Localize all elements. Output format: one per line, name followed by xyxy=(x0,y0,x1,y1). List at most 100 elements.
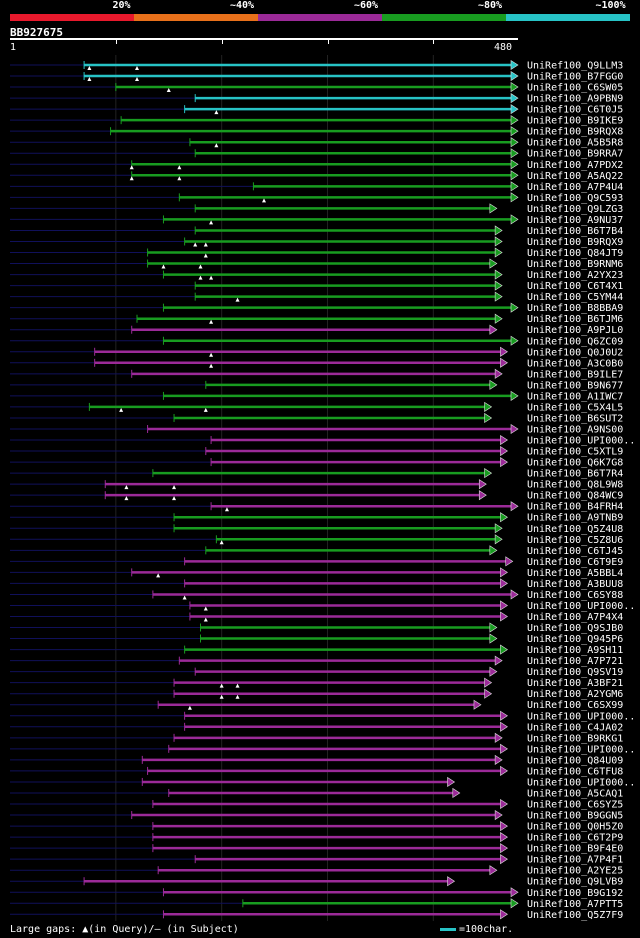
hit-row[interactable]: UniRef100_Q9LVB9 xyxy=(10,876,623,888)
hit-name[interactable]: UniRef100_C6T2P9 xyxy=(527,833,623,844)
hit-name[interactable]: UniRef100_Q84JT9 xyxy=(527,248,623,259)
hit-name[interactable]: UniRef100_B9IKE9 xyxy=(527,116,623,127)
hit-row[interactable]: UniRef100_B9N677 xyxy=(10,379,623,391)
hit-row[interactable]: UniRef100_Q84JT9 xyxy=(10,247,623,259)
hit-name[interactable]: UniRef100_Q84U09 xyxy=(527,755,623,766)
hit-name[interactable]: UniRef100_Q9SV19 xyxy=(527,667,623,678)
hit-row[interactable]: UniRef100_A1IWC7 xyxy=(10,390,623,402)
hit-row[interactable]: UniRef100_Q9C593 xyxy=(10,192,623,204)
hit-name[interactable]: UniRef100_UPI000.. xyxy=(527,744,635,755)
hit-name[interactable]: UniRef100_Q9SJB0 xyxy=(527,623,623,634)
hit-row[interactable]: UniRef100_B9RQX9 xyxy=(10,236,623,248)
hit-name[interactable]: UniRef100_Q945P6 xyxy=(527,634,623,645)
hit-name[interactable]: UniRef100_A5BBL4 xyxy=(527,568,623,579)
hit-name[interactable]: UniRef100_B9G192 xyxy=(527,888,623,899)
hit-name[interactable]: UniRef100_B6TJM6 xyxy=(527,314,623,325)
hit-row[interactable]: UniRef100_A9SH11 xyxy=(10,644,623,656)
hit-row[interactable]: UniRef100_A7PDX2 xyxy=(10,159,623,171)
hit-name[interactable]: UniRef100_B9RNM6 xyxy=(527,259,623,270)
hit-name[interactable]: UniRef100_C6SW05 xyxy=(527,83,623,94)
hit-name[interactable]: UniRef100_A5B5R8 xyxy=(527,138,623,149)
hit-row[interactable]: UniRef100_A7P4X4 xyxy=(10,611,623,623)
hit-row[interactable]: UniRef100_Q945P6 xyxy=(10,633,623,645)
hit-name[interactable]: UniRef100_C6T4X1 xyxy=(527,281,623,292)
hit-name[interactable]: UniRef100_Q0H5Z0 xyxy=(527,822,623,833)
hit-row[interactable]: UniRef100_UPI000.. xyxy=(10,776,635,788)
hit-row[interactable]: UniRef100_A9PBN9 xyxy=(10,93,623,105)
hit-row[interactable]: UniRef100_C4JA02 xyxy=(10,721,623,733)
hit-row[interactable]: UniRef100_B6TJM6 xyxy=(10,313,623,325)
hit-row[interactable]: UniRef100_Q6ZC09 xyxy=(10,335,623,347)
hit-name[interactable]: UniRef100_C6T0J5 xyxy=(527,105,623,116)
hit-row[interactable]: UniRef100_A2YGM6 xyxy=(10,688,623,700)
hit-row[interactable]: UniRef100_C5X4L5 xyxy=(10,401,623,413)
hit-name[interactable]: UniRef100_C6SX99 xyxy=(527,700,623,711)
hit-row[interactable]: UniRef100_Q8L9W8 xyxy=(10,479,623,491)
hit-row[interactable]: UniRef100_UPI000.. xyxy=(10,600,635,612)
hit-row[interactable]: UniRef100_A5BBL4 xyxy=(10,567,623,579)
hit-name[interactable]: UniRef100_A5CAQ1 xyxy=(527,788,623,799)
hit-row[interactable]: UniRef100_C6T9E9 xyxy=(10,556,623,568)
hit-row[interactable]: UniRef100_A2YX23 xyxy=(10,269,623,281)
hit-row[interactable]: UniRef100_UPI000.. xyxy=(10,743,635,755)
hit-name[interactable]: UniRef100_Q0J0U2 xyxy=(527,347,623,358)
hit-name[interactable]: UniRef100_A7P721 xyxy=(527,656,623,667)
hit-row[interactable]: UniRef100_A3C0B0 xyxy=(10,357,623,369)
hit-name[interactable]: UniRef100_A3BUU8 xyxy=(527,579,623,590)
hit-row[interactable]: UniRef100_B9RKG1 xyxy=(10,732,623,744)
hit-row[interactable]: UniRef100_A7P4F1 xyxy=(10,854,623,866)
hit-row[interactable]: UniRef100_Q9SJB0 xyxy=(10,622,623,634)
hit-row[interactable]: UniRef100_UPI000.. xyxy=(10,434,635,447)
hit-name[interactable]: UniRef100_A3BF21 xyxy=(527,678,623,689)
hit-row[interactable]: UniRef100_C5Z8U6 xyxy=(10,534,623,546)
hit-row[interactable]: UniRef100_A7P4U4 xyxy=(10,181,623,193)
hit-name[interactable]: UniRef100_B9RQX9 xyxy=(527,237,623,248)
hit-name[interactable]: UniRef100_Q8L9W8 xyxy=(527,480,623,491)
hit-row[interactable]: UniRef100_B6SUT2 xyxy=(10,412,623,424)
hit-name[interactable]: UniRef100_Q9LZG3 xyxy=(527,204,623,215)
hit-name[interactable]: UniRef100_C4JA02 xyxy=(527,722,623,733)
hit-name[interactable]: UniRef100_A9NU37 xyxy=(527,215,623,226)
hit-row[interactable]: UniRef100_A9TNB9 xyxy=(10,512,623,524)
hit-row[interactable]: UniRef100_Q9SV19 xyxy=(10,666,623,678)
hit-name[interactable]: UniRef100_A9PBN9 xyxy=(527,94,623,105)
hit-name[interactable]: UniRef100_A1IWC7 xyxy=(527,391,623,402)
hit-row[interactable]: UniRef100_B7FGG0 xyxy=(10,70,623,83)
hit-name[interactable]: UniRef100_B9ILE7 xyxy=(527,369,623,380)
hit-row[interactable]: UniRef100_B9RNM6 xyxy=(10,258,623,270)
hit-row[interactable]: UniRef100_Q6K7G8 xyxy=(10,457,623,469)
hit-name[interactable]: UniRef100_B9GGN5 xyxy=(527,811,623,822)
hit-name[interactable]: UniRef100_Q5Z7F9 xyxy=(527,910,623,921)
hit-name[interactable]: UniRef100_B6T7B4 xyxy=(527,226,623,237)
hit-name[interactable]: UniRef100_A9TNB9 xyxy=(527,513,623,524)
hit-name[interactable]: UniRef100_B9RKG1 xyxy=(527,733,623,744)
hit-name[interactable]: UniRef100_A7P4X4 xyxy=(527,612,623,623)
hit-row[interactable]: UniRef100_C6SW05 xyxy=(10,82,623,94)
hit-name[interactable]: UniRef100_B7FGG0 xyxy=(527,72,623,83)
hit-name[interactable]: UniRef100_Q5Z4U8 xyxy=(527,524,623,535)
hit-name[interactable]: UniRef100_C5XTL9 xyxy=(527,447,623,458)
hit-row[interactable]: UniRef100_A7PTT5 xyxy=(10,898,623,910)
hit-name[interactable]: UniRef100_C6SYZ5 xyxy=(527,800,623,811)
hit-name[interactable]: UniRef100_C6TJ45 xyxy=(527,546,623,557)
hit-name[interactable]: UniRef100_A2YX23 xyxy=(527,270,623,281)
hit-row[interactable]: UniRef100_A9NS00 xyxy=(10,423,623,435)
hit-name[interactable]: UniRef100_A9NS00 xyxy=(527,424,623,435)
hit-name[interactable]: UniRef100_A9SH11 xyxy=(527,645,623,656)
hit-row[interactable]: UniRef100_C5XTL9 xyxy=(10,446,623,458)
hit-row[interactable]: UniRef100_B9RQX8 xyxy=(10,126,623,138)
hit-name[interactable]: UniRef100_Q9LVB9 xyxy=(527,877,623,888)
hit-name[interactable]: UniRef100_C6SY88 xyxy=(527,590,623,601)
hit-row[interactable]: UniRef100_C6T2P9 xyxy=(10,832,623,844)
hit-name[interactable]: UniRef100_B9RQX8 xyxy=(527,127,623,138)
hit-name[interactable]: UniRef100_UPI000.. xyxy=(527,777,635,788)
hit-name[interactable]: UniRef100_B6SUT2 xyxy=(527,413,623,424)
hit-row[interactable]: UniRef100_B6T7B4 xyxy=(10,225,623,237)
hit-row[interactable]: UniRef100_C6T0J5 xyxy=(10,104,623,116)
hit-name[interactable]: UniRef100_B8BBA9 xyxy=(527,303,623,314)
hit-row[interactable]: UniRef100_A3BUU8 xyxy=(10,578,623,590)
hit-row[interactable]: UniRef100_Q0J0U2 xyxy=(10,346,623,358)
hit-name[interactable]: UniRef100_A3C0B0 xyxy=(527,358,623,369)
hit-name[interactable]: UniRef100_Q6ZC09 xyxy=(527,336,623,347)
hit-row[interactable]: UniRef100_A5CAQ1 xyxy=(10,787,623,799)
